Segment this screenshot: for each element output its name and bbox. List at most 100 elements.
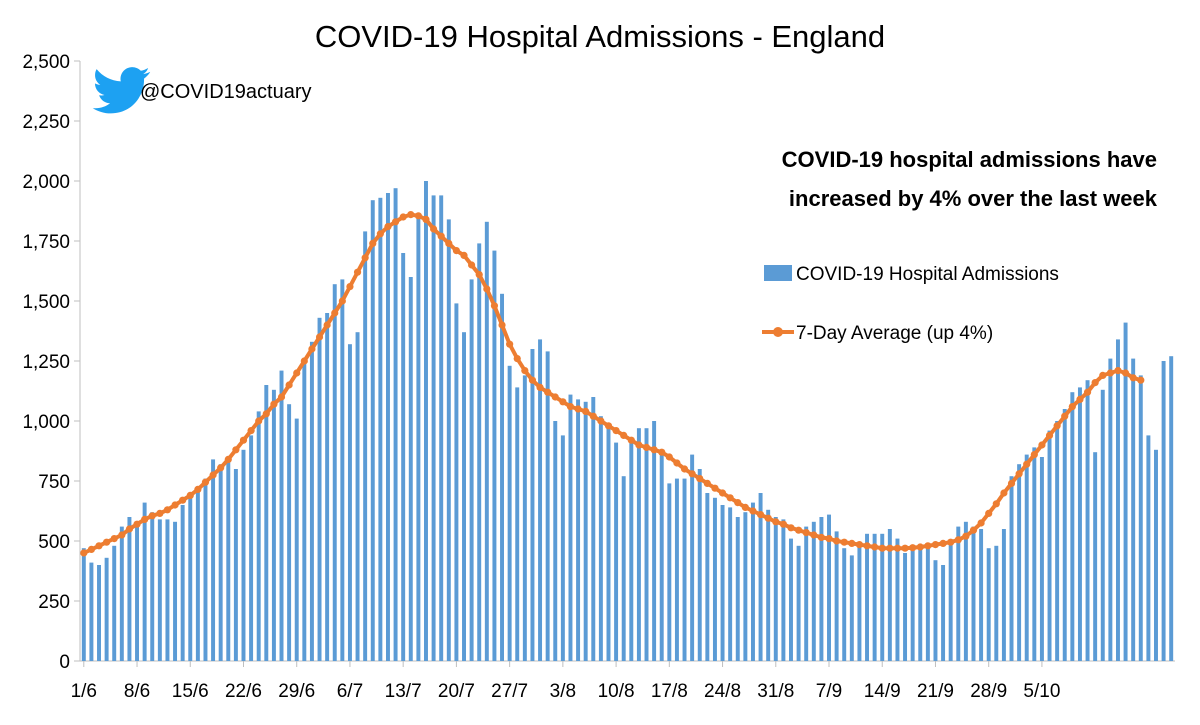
bar xyxy=(621,476,626,661)
bar xyxy=(264,385,269,661)
bar xyxy=(1024,454,1029,661)
average-point xyxy=(506,340,514,348)
bar xyxy=(157,519,162,661)
average-point xyxy=(749,507,757,515)
y-tick-label: 1,250 xyxy=(22,352,70,373)
bar xyxy=(553,421,558,661)
average-point xyxy=(391,218,400,226)
average-point xyxy=(110,535,118,543)
average-point xyxy=(566,403,575,411)
bar xyxy=(317,317,322,661)
average-point xyxy=(262,410,270,418)
y-tick-label: 1,000 xyxy=(22,412,70,433)
bar xyxy=(249,435,254,661)
bar xyxy=(1070,392,1075,661)
average-point xyxy=(521,367,529,375)
average-point xyxy=(452,247,461,255)
annotation-line-2: increased by 4% over the last week xyxy=(789,186,1158,211)
average-point xyxy=(232,446,240,454)
bar xyxy=(287,404,292,661)
bar xyxy=(325,313,330,661)
average-point xyxy=(711,484,719,492)
average-point xyxy=(939,539,947,548)
average-point xyxy=(863,542,871,550)
average-point xyxy=(437,232,445,240)
bar xyxy=(1146,435,1151,661)
x-tick-label: 31/8 xyxy=(757,681,794,702)
legend-bar-swatch xyxy=(764,265,792,281)
average-point xyxy=(163,506,172,514)
bar xyxy=(530,349,535,661)
bar xyxy=(1017,464,1022,661)
bar xyxy=(811,521,816,661)
twitter-bird-icon xyxy=(92,67,151,114)
bar xyxy=(294,418,299,661)
x-tick-label: 1/6 xyxy=(71,681,97,702)
average-point xyxy=(407,211,415,219)
bar xyxy=(963,521,968,661)
bar xyxy=(226,461,231,661)
x-tick-label: 27/7 xyxy=(491,681,528,702)
average-point xyxy=(224,455,232,463)
y-tick-label: 1,500 xyxy=(22,292,70,313)
average-point xyxy=(460,251,468,259)
average-point xyxy=(1068,403,1076,411)
bar xyxy=(842,548,847,661)
average-point xyxy=(1030,451,1038,459)
average-point xyxy=(179,496,187,504)
bar xyxy=(781,519,786,661)
bar xyxy=(332,284,337,661)
bar xyxy=(865,533,870,661)
bar xyxy=(142,502,147,661)
average-point xyxy=(498,321,506,329)
average-point xyxy=(201,478,210,486)
average-point xyxy=(186,491,194,499)
bar xyxy=(309,341,314,661)
average-point xyxy=(490,302,499,310)
x-tick-label: 10/8 xyxy=(598,681,635,702)
average-point xyxy=(270,400,278,408)
x-tick-label: 3/8 xyxy=(550,681,576,702)
average-point xyxy=(369,239,377,247)
bar xyxy=(583,401,588,661)
bar xyxy=(1154,449,1158,661)
average-point xyxy=(779,520,787,528)
x-tick-label: 24/8 xyxy=(704,681,741,702)
bar xyxy=(743,512,748,661)
bar xyxy=(1108,358,1113,661)
x-tick-label: 22/6 xyxy=(225,681,262,702)
average-point xyxy=(376,230,384,238)
bar xyxy=(538,339,543,661)
bar xyxy=(119,526,124,661)
bar xyxy=(591,397,596,661)
average-point xyxy=(1007,479,1016,487)
bar xyxy=(127,517,132,661)
average-point xyxy=(95,542,103,550)
bar xyxy=(560,435,565,661)
bar xyxy=(971,526,976,661)
bar xyxy=(340,279,345,661)
average-point xyxy=(1129,374,1137,382)
average-point xyxy=(848,539,856,548)
bar xyxy=(773,517,778,661)
average-point xyxy=(1091,379,1099,387)
y-axis: 0 250 500 750 1,000 1,250 1,500 1,750 2,000 2,250… xyxy=(22,52,81,673)
bar xyxy=(462,332,466,661)
bar xyxy=(271,389,276,661)
average-point xyxy=(239,436,248,444)
average-point xyxy=(141,515,149,524)
average-point xyxy=(680,465,689,473)
average-point xyxy=(612,427,620,435)
average-point xyxy=(1038,441,1046,449)
x-tick-label: 8/6 xyxy=(124,681,150,702)
average-point xyxy=(1015,470,1023,478)
average-point xyxy=(696,475,704,483)
annotation-line-1: COVID-19 hospital admissions have xyxy=(782,147,1157,172)
bar xyxy=(750,502,755,661)
average-point xyxy=(772,518,780,526)
bar xyxy=(363,231,368,661)
average-point xyxy=(794,526,803,534)
bar xyxy=(81,548,86,661)
bar xyxy=(256,411,261,661)
bar xyxy=(1115,339,1120,661)
